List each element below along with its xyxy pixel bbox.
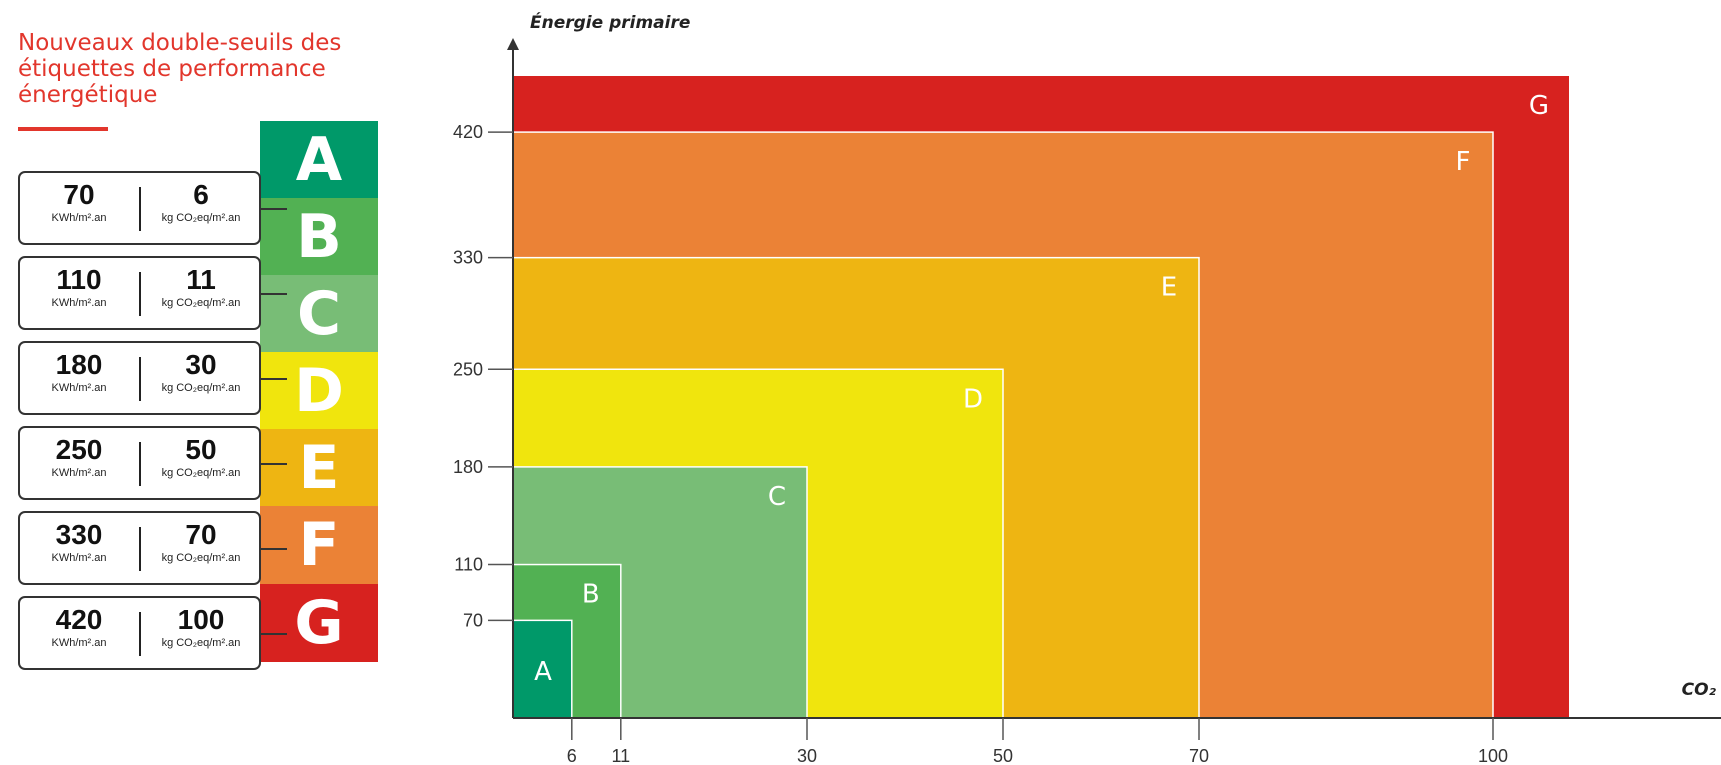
separator: [139, 272, 141, 316]
co2-unit: kg CO₂eq/m².an: [161, 382, 241, 394]
y-tick-label: 330: [453, 248, 483, 268]
separator: [139, 357, 141, 401]
class-area-a: [512, 619, 573, 719]
energy-threshold: 180: [55, 349, 103, 380]
threshold-connector: [261, 293, 287, 295]
co2-threshold: 6: [193, 179, 209, 210]
threshold-box: 110 KWh/m².an 11 kg CO₂eq/m².an: [18, 256, 261, 330]
class-badge-c: C: [260, 275, 378, 353]
co2-threshold: 11: [186, 264, 216, 295]
threshold-box: 250 KWh/m².an 50 kg CO₂eq/m².an: [18, 426, 261, 500]
threshold-connector: [261, 208, 287, 210]
class-badge-f: F: [260, 506, 378, 584]
threshold-box: 180 KWh/m².an 30 kg CO₂eq/m².an: [18, 341, 261, 415]
energy-unit: KWh/m².an: [51, 637, 107, 649]
co2-unit: kg CO₂eq/m².an: [161, 467, 241, 479]
energy-threshold: 70: [63, 179, 95, 210]
x-tick-label: 100: [1478, 746, 1508, 765]
y-axis-arrow: [507, 38, 519, 50]
threshold-connector: [261, 463, 287, 465]
y-tick-label: 250: [453, 359, 483, 379]
class-label-f: F: [1456, 147, 1471, 177]
co2-threshold: 100: [177, 604, 225, 635]
class-badge-e: E: [260, 429, 378, 507]
energy-unit: KWh/m².an: [51, 467, 107, 479]
x-tick-label: 11: [611, 746, 630, 765]
class-label-e: E: [1161, 273, 1177, 303]
x-tick-label: 70: [1189, 746, 1209, 765]
energy-threshold: 110: [56, 264, 102, 295]
co2-threshold: 70: [185, 519, 217, 550]
separator: [139, 527, 141, 571]
class-badge-a: A: [260, 121, 378, 199]
class-label-g: G: [1529, 91, 1549, 121]
y-tick-label: 110: [454, 555, 483, 575]
y-tick-label: 180: [453, 457, 483, 477]
energy-unit: KWh/m².an: [51, 552, 107, 564]
threshold-connector: [261, 378, 287, 380]
title-underline: [18, 127, 108, 131]
threshold-connector: [261, 633, 287, 635]
energy-unit: KWh/m².an: [51, 212, 107, 224]
class-badge-g: G: [260, 584, 378, 662]
co2-unit: kg CO₂eq/m².an: [161, 637, 241, 649]
co2-unit: kg CO₂eq/m².an: [161, 212, 241, 224]
y-axis-title: Énergie primaire: [530, 11, 690, 33]
threshold-box: 330 KWh/m².an 70 kg CO₂eq/m².an: [18, 511, 261, 585]
class-badge-d: D: [260, 352, 378, 430]
energy-threshold: 420: [55, 604, 103, 635]
energy-threshold: 330: [55, 519, 103, 550]
threshold-box: 420 KWh/m².an 100 kg CO₂eq/m².an: [18, 596, 261, 670]
threshold-connector: [261, 548, 287, 550]
co2-unit: kg CO₂eq/m².an: [161, 297, 241, 309]
separator: [139, 612, 141, 656]
co2-threshold: 50: [185, 434, 217, 465]
energy-threshold: 250: [55, 434, 103, 465]
separator: [139, 442, 141, 486]
threshold-box: 70 KWh/m².an 6 kg CO₂eq/m².an: [18, 171, 261, 245]
co2-unit: kg CO₂eq/m².an: [161, 552, 241, 564]
energy-unit: KWh/m².an: [51, 382, 107, 394]
x-axis-title: CO₂: [1682, 680, 1717, 700]
class-label-a: A: [534, 657, 552, 687]
separator: [139, 187, 141, 231]
class-label-b: B: [582, 580, 600, 610]
y-tick-label: 420: [453, 122, 483, 142]
class-label-c: C: [768, 482, 786, 512]
co2-threshold: 30: [185, 349, 217, 380]
x-tick-label: 50: [993, 746, 1013, 765]
x-tick-label: 30: [797, 746, 817, 765]
legend-title: Nouveaux double-seuils des étiquettes de…: [18, 30, 342, 108]
class-badge-b: B: [260, 198, 378, 276]
y-tick-label: 70: [463, 610, 483, 630]
class-label-d: D: [963, 384, 983, 414]
x-tick-label: 6: [567, 746, 577, 765]
energy-unit: KWh/m².an: [51, 297, 107, 309]
